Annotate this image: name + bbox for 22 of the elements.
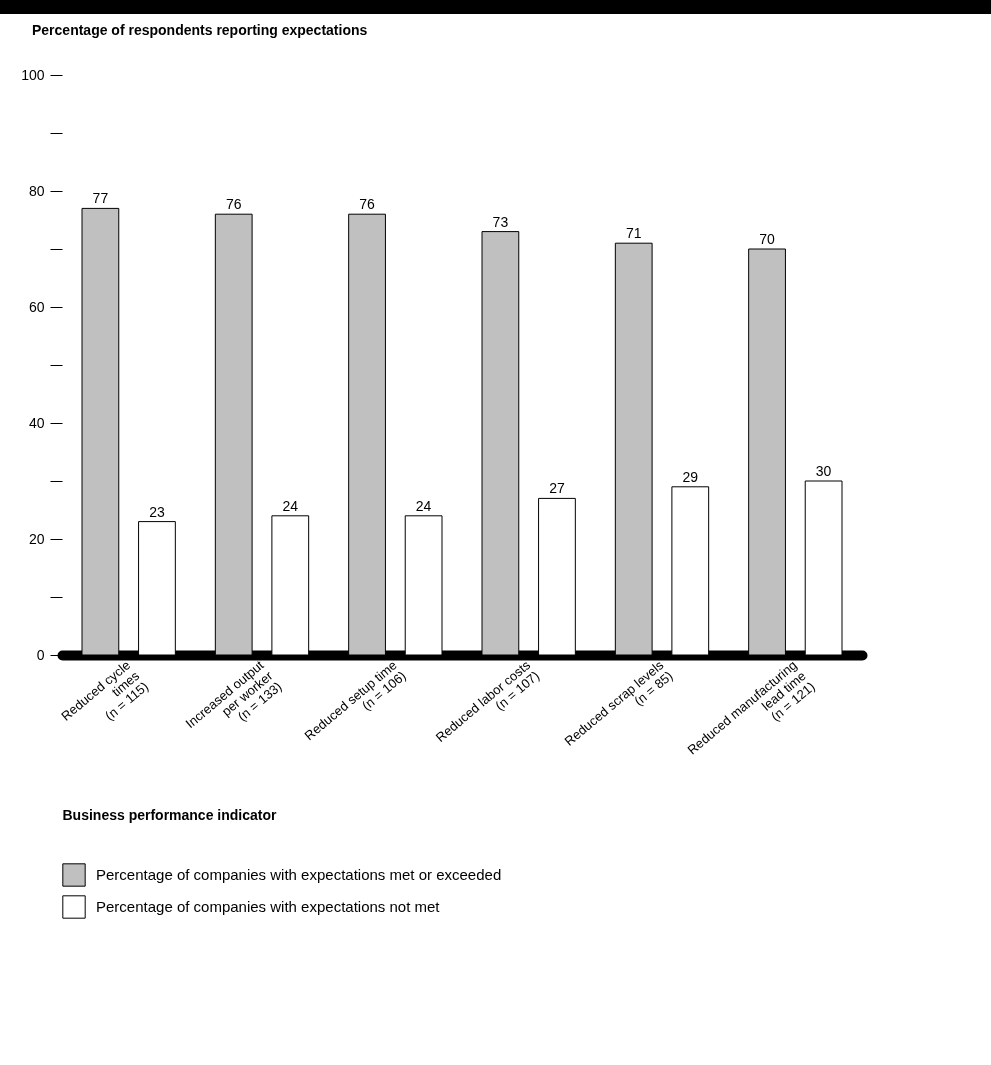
data-label: 24 — [415, 497, 432, 514]
data-label: 76 — [359, 196, 376, 213]
legend-label: Percentage of companies with expectations not met — [96, 898, 441, 915]
y-tick-label: 60 — [28, 298, 45, 315]
y-tick-label: 0 — [36, 646, 45, 663]
data-label: 29 — [682, 468, 699, 485]
y-tick-label: 20 — [28, 530, 45, 547]
data-label: 73 — [492, 213, 509, 230]
data-label: 77 — [92, 190, 109, 207]
chart-title: Percentage of respondents reporting expectations — [32, 22, 368, 38]
data-label: 23 — [149, 503, 165, 520]
data-label: 76 — [225, 196, 242, 213]
data-label: 27 — [549, 480, 565, 497]
data-label: 70 — [759, 231, 776, 247]
y-tick-label: 80 — [28, 182, 45, 199]
data-label: 24 — [282, 497, 299, 514]
x-axis-title: Business performance indicator — [62, 807, 277, 824]
y-tick-label: 100 — [21, 66, 45, 83]
data-label: 30 — [815, 463, 832, 479]
legend-label: Percentage of companies with expectations met or exceeded — [96, 866, 502, 883]
data-label: 71 — [625, 225, 642, 242]
y-tick-label: 40 — [28, 414, 45, 431]
